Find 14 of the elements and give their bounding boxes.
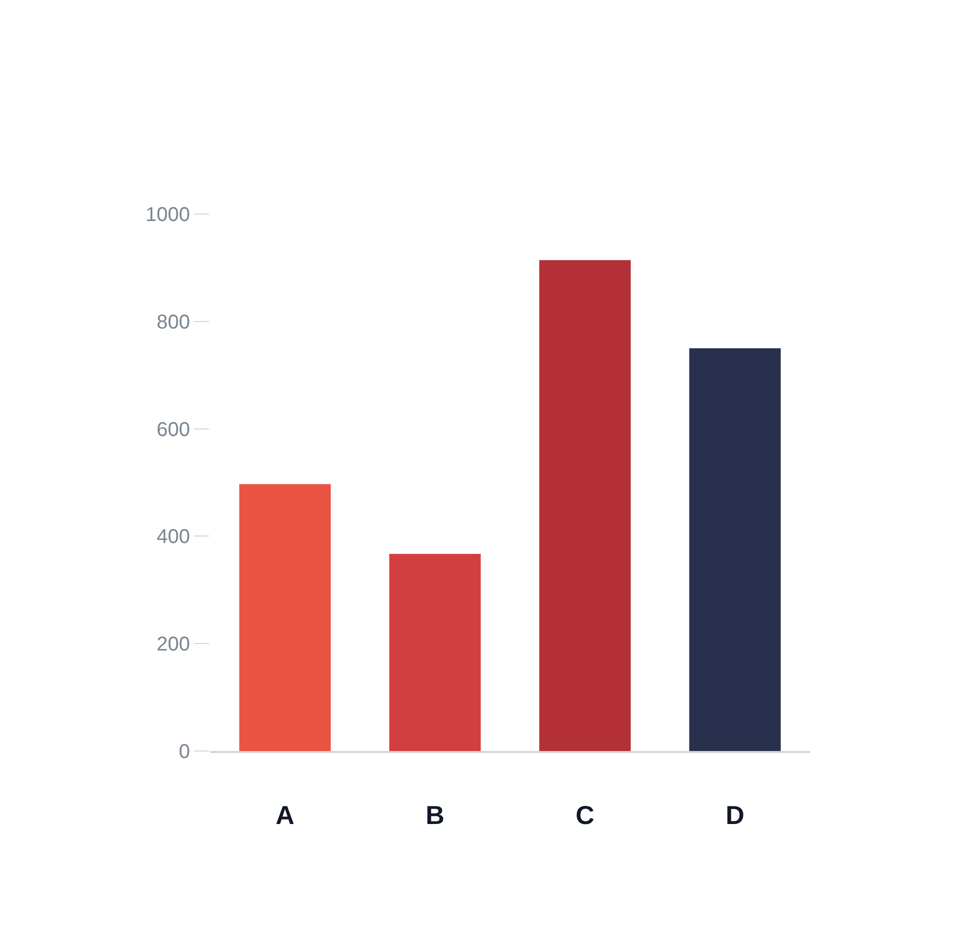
y-tick-label: 600 bbox=[156, 418, 190, 441]
y-tick-label: 1000 bbox=[146, 204, 190, 226]
y-tick-label: 400 bbox=[156, 526, 190, 548]
x-tick-label: A bbox=[276, 800, 295, 830]
bar bbox=[239, 484, 331, 751]
bar bbox=[539, 260, 631, 751]
x-tick-label: D bbox=[726, 800, 744, 830]
y-tick-label: 0 bbox=[178, 741, 190, 763]
bar bbox=[689, 348, 781, 751]
y-tick-label: 200 bbox=[156, 634, 190, 656]
x-tick-label: C bbox=[576, 800, 595, 830]
bar bbox=[389, 554, 481, 751]
x-tick-label: B bbox=[426, 800, 444, 830]
y-tick-label: 800 bbox=[156, 311, 190, 334]
